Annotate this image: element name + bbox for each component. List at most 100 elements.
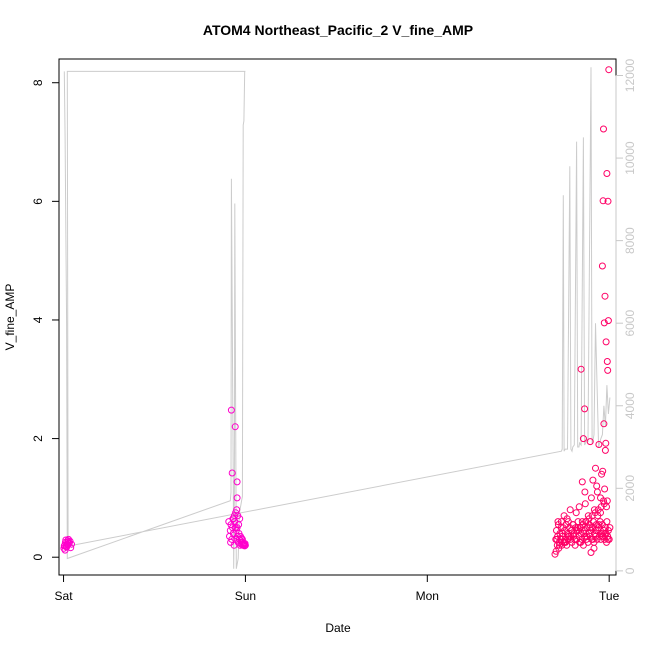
data-point <box>241 541 249 549</box>
data-point <box>565 532 573 540</box>
y-tick-label: 6 <box>31 198 45 205</box>
secondary-line-layer <box>63 67 611 569</box>
data-point <box>578 518 586 526</box>
data-point <box>600 420 608 428</box>
data-point <box>601 446 609 454</box>
data-point <box>587 494 595 502</box>
data-point <box>587 549 595 556</box>
data-point <box>604 197 612 205</box>
data-point <box>602 439 610 447</box>
data-point <box>231 524 239 532</box>
data-point <box>597 494 604 502</box>
y-tick-label: 0 <box>31 554 45 561</box>
data-point <box>581 500 589 508</box>
data-point <box>598 262 606 270</box>
data-point <box>557 524 565 532</box>
scatter-points-layer <box>60 66 614 558</box>
y2-tick-label: 8000 <box>623 227 637 254</box>
data-point <box>604 317 612 325</box>
data-point <box>592 464 599 472</box>
y-tick-label: 8 <box>31 79 45 86</box>
data-point <box>230 515 238 523</box>
data-point <box>566 506 574 514</box>
x-axis-label: Date <box>325 621 351 635</box>
y-tick-label: 4 <box>31 316 45 323</box>
y2-tick-label: 6000 <box>623 310 637 337</box>
y2-tick-label: 10000 <box>623 141 637 175</box>
y2-tick-label: 2000 <box>623 475 637 502</box>
data-point <box>598 470 606 478</box>
data-point <box>605 66 613 74</box>
plot-frame <box>58 58 617 576</box>
data-point <box>67 544 75 552</box>
x-tick-label: Sat <box>55 589 74 603</box>
data-point <box>241 542 249 550</box>
data-point <box>603 538 610 546</box>
secondary-series-line <box>63 67 611 569</box>
data-point <box>583 532 591 540</box>
data-point <box>590 506 598 514</box>
data-point <box>571 535 579 543</box>
data-point <box>562 538 570 546</box>
data-point <box>231 423 239 431</box>
data-point <box>603 518 611 526</box>
y-axis-left: 0 2 4 6 8 <box>31 79 60 561</box>
data-point <box>595 441 603 448</box>
data-point <box>584 512 592 520</box>
data-point <box>599 467 607 475</box>
x-tick-label: Mon <box>416 589 439 603</box>
data-point <box>603 170 611 177</box>
y2-tick-label: 12000 <box>623 59 637 93</box>
data-point <box>575 503 583 511</box>
data-point <box>589 476 597 484</box>
data-point <box>600 125 607 133</box>
data-point <box>228 469 236 477</box>
data-point <box>577 365 585 373</box>
data-point <box>601 530 609 537</box>
x-tick-label: Sun <box>235 589 256 603</box>
data-point <box>572 509 580 517</box>
y-tick-label: 2 <box>31 435 45 442</box>
data-point <box>589 535 597 543</box>
data-point <box>593 488 601 496</box>
data-point <box>233 494 241 502</box>
data-point <box>600 319 608 327</box>
chart-title: ATOM4 Northeast_Pacific_2 V_fine_AMP <box>203 22 473 38</box>
data-point <box>68 540 75 548</box>
data-point <box>601 292 609 300</box>
x-tick-label: Tue <box>599 589 620 603</box>
data-point <box>603 358 611 365</box>
data-point <box>586 438 594 446</box>
data-point <box>563 515 571 523</box>
data-point <box>586 524 594 532</box>
data-point <box>233 478 241 486</box>
data-point <box>592 527 600 534</box>
data-point <box>577 538 585 546</box>
data-point <box>595 521 603 529</box>
y-axis-right: 0 2000 4000 6000 8000 10000 12000 <box>615 59 637 574</box>
data-point <box>554 518 562 526</box>
data-point <box>602 338 610 346</box>
data-point <box>590 544 598 552</box>
y2-tick-label: 0 <box>623 567 637 574</box>
data-point <box>606 524 614 532</box>
y2-tick-label: 4000 <box>623 392 637 419</box>
data-point <box>556 541 563 549</box>
data-point <box>581 405 589 413</box>
data-point <box>553 535 561 543</box>
y-axis-label: V_fine_AMP <box>3 284 17 351</box>
data-point <box>599 197 607 205</box>
data-point <box>594 512 602 520</box>
data-point <box>578 478 586 486</box>
data-point <box>227 406 235 414</box>
data-point <box>603 503 610 511</box>
data-point <box>579 435 587 443</box>
data-point <box>593 482 601 490</box>
x-axis: Sat Sun Mon Tue <box>55 574 620 603</box>
data-point <box>601 485 609 493</box>
data-point <box>569 521 577 529</box>
data-point <box>604 366 612 374</box>
data-point <box>581 488 589 496</box>
